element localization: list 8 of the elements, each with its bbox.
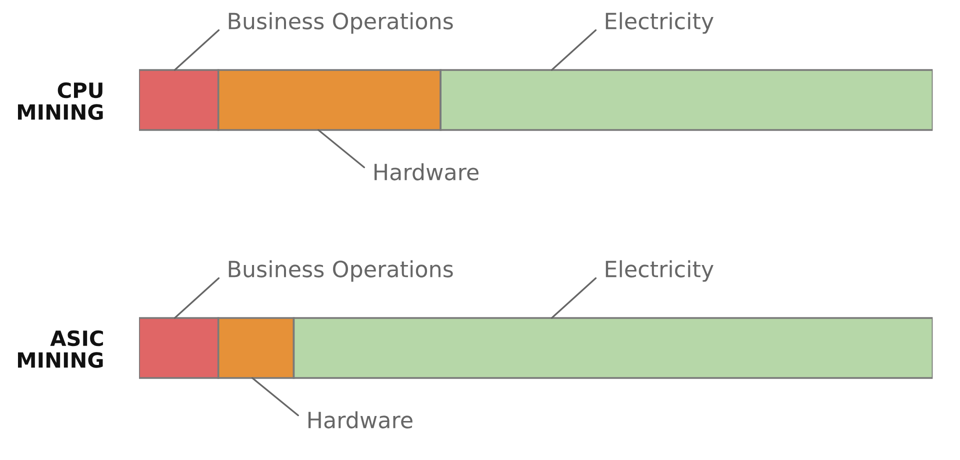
text: Hardware	[308, 411, 412, 428]
y-tick-label: CPU MINING	[18, 82, 103, 120]
y-tick-label: ASIC MINING	[18, 330, 103, 368]
text: Business Operations	[228, 260, 453, 282]
series-label: Electricity	[606, 12, 714, 34]
series-label: Business Operations	[228, 12, 453, 34]
series-label: Hardware	[374, 163, 478, 180]
text: Electricity	[606, 260, 714, 282]
